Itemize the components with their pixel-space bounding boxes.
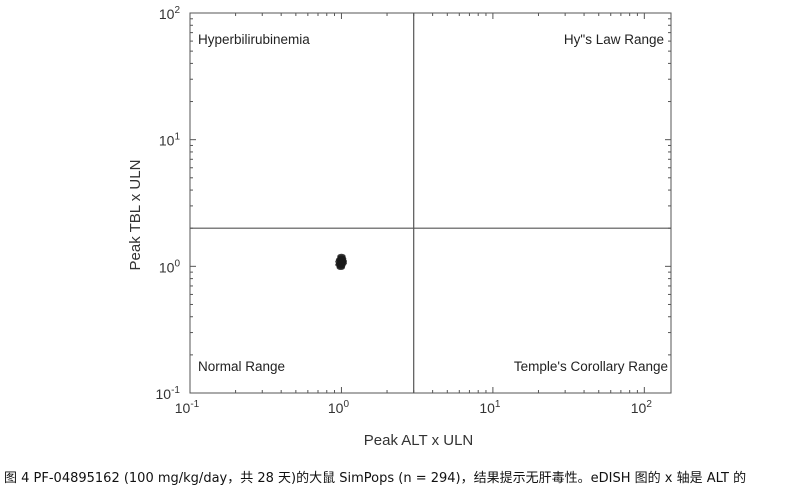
y-tick-base: 10 [159,6,175,22]
x-tick-base: 10 [631,400,647,416]
y-tick-exponent: 2 [174,5,180,16]
y-tick-exponent: 1 [174,132,180,143]
y-tick-exponent: -1 [171,385,180,396]
y-tick-base: 10 [156,386,172,402]
x-tick-exponent: 2 [646,399,652,410]
x-tick-base: 10 [479,400,495,416]
y-tick-label: 102 [159,5,181,22]
x-tick-exponent: 1 [495,399,501,410]
x-axis-label: Peak ALT x ULN [364,432,474,449]
quadrant-label-hyperbilirubinemia: Hyperbilirubinemia [198,32,310,47]
x-tick-label: 102 [631,399,653,416]
y-tick-base: 10 [159,259,175,275]
plot-frame [189,12,672,394]
y-tick-label: 100 [159,258,181,275]
x-tick-base: 10 [175,400,191,416]
y-tick-label: 101 [159,132,181,149]
figure-caption: 图 4 PF-04895162 (100 mg/kg/day，共 28 天)的大… [4,471,747,486]
data-point [337,256,347,262]
y-axis-label: Peak TBL x ULN [127,160,144,271]
quadrant-label-hys-law: Hy"s Law Range [564,32,664,47]
quadrant-label-temples-corollary: Temple's Corollary Range [514,359,668,374]
quadrant-label-normal: Normal Range [198,359,285,374]
data-point [337,260,346,266]
x-tick-base: 10 [328,400,344,416]
y-tick-exponent: 0 [174,258,180,269]
x-tick-label: 101 [479,399,501,416]
x-tick-exponent: -1 [190,399,199,410]
x-tick-label: 10-1 [175,399,200,416]
y-tick-base: 10 [159,133,175,149]
x-tick-exponent: 0 [343,399,349,410]
x-tick-label: 100 [328,399,350,416]
y-tick-label: 10-1 [156,385,181,402]
